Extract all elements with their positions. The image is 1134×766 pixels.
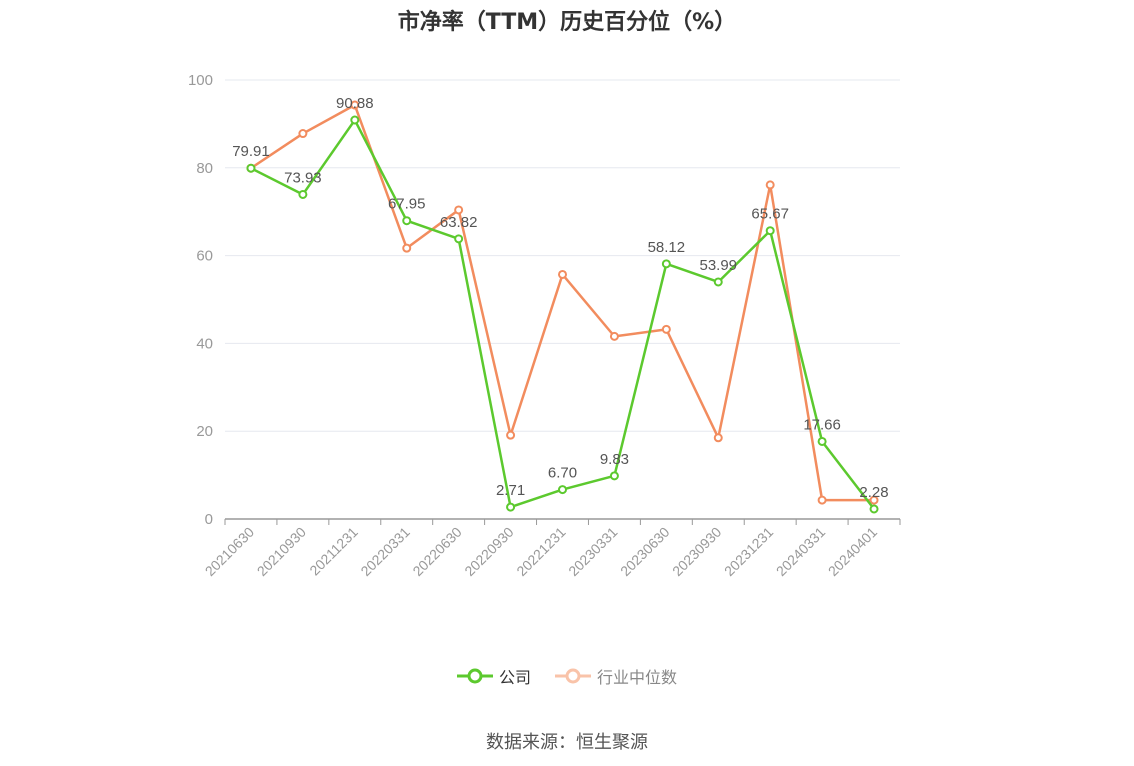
data-point bbox=[246, 163, 256, 173]
data-label: 65.67 bbox=[751, 206, 789, 223]
data-label: 63.82 bbox=[440, 214, 478, 231]
y-axis: 0 20 40 60 80 100 bbox=[188, 72, 213, 528]
data-point bbox=[817, 495, 827, 505]
data-labels: 79.91 73.93 90.88 67.95 63.82 2.71 6.70 9.83 58.… bbox=[232, 95, 888, 501]
series-line bbox=[250, 103, 875, 502]
data-label: 90.88 bbox=[336, 95, 374, 112]
data-point bbox=[661, 259, 671, 269]
y-tick-label: 20 bbox=[196, 423, 213, 440]
data-point bbox=[402, 216, 412, 226]
data-point bbox=[298, 129, 308, 139]
data-point bbox=[869, 504, 879, 514]
series-line bbox=[250, 118, 876, 510]
data-point bbox=[350, 100, 360, 110]
legend-item-industry[interactable]: 行业中位数 bbox=[555, 664, 677, 688]
data-point bbox=[558, 485, 567, 495]
data-label: 17.66 bbox=[803, 416, 841, 433]
legend-item-company[interactable]: 公司 bbox=[456, 664, 531, 688]
data-label: 9.83 bbox=[600, 451, 629, 468]
x-tick-label: 20230630 bbox=[617, 524, 673, 580]
y-tick-label: 60 bbox=[196, 248, 213, 265]
data-point bbox=[454, 205, 464, 215]
data-point bbox=[506, 502, 516, 512]
data-point bbox=[713, 433, 723, 443]
x-tick-label: 20231231 bbox=[721, 524, 777, 580]
x-axis: 2021063020210930202112312022033120220630… bbox=[202, 518, 901, 580]
data-point bbox=[869, 495, 879, 505]
data-point bbox=[454, 234, 464, 244]
source-note: 数据来源：恒生聚源 bbox=[486, 732, 648, 753]
data-point bbox=[609, 471, 619, 481]
data-point bbox=[713, 277, 723, 287]
legend: 公司 行业中位数 bbox=[0, 664, 1134, 688]
y-tick-label: 80 bbox=[196, 160, 213, 177]
data-point bbox=[817, 436, 827, 446]
y-tick-label: 100 bbox=[188, 72, 213, 89]
data-point bbox=[765, 226, 775, 236]
data-label: 73.93 bbox=[284, 169, 322, 186]
x-tick-label: 20210930 bbox=[254, 524, 310, 580]
y-tick-label: 0 bbox=[205, 511, 213, 528]
data-label: 2.28 bbox=[859, 484, 888, 501]
x-tick-label: 20230930 bbox=[669, 524, 725, 580]
legend-industry-label: 行业中位数 bbox=[597, 668, 678, 687]
chart-title: 市净率（TTM）历史百分位（%） bbox=[397, 10, 737, 35]
legend-industry-marker-icon bbox=[555, 668, 591, 684]
data-point bbox=[298, 189, 308, 199]
series-industry bbox=[246, 100, 879, 505]
data-label: 79.91 bbox=[232, 143, 270, 160]
x-tick-label: 20220930 bbox=[461, 524, 517, 580]
data-point bbox=[350, 115, 360, 125]
x-tick-label: 20240401 bbox=[825, 524, 881, 580]
x-tick-label: 20220331 bbox=[357, 524, 413, 580]
x-tick-label: 20211231 bbox=[306, 524, 361, 579]
legend-company-label: 公司 bbox=[498, 668, 531, 687]
data-label: 58.12 bbox=[648, 239, 686, 256]
series-company bbox=[246, 115, 879, 514]
x-tick-label: 20220630 bbox=[409, 524, 465, 580]
data-point bbox=[506, 430, 516, 440]
data-label: 6.70 bbox=[548, 465, 577, 482]
x-tick-label: 20210630 bbox=[202, 524, 258, 580]
x-tick-label: 20240331 bbox=[773, 524, 829, 580]
data-point bbox=[765, 180, 775, 190]
data-label: 2.71 bbox=[496, 482, 525, 499]
x-tick-label: 20230331 bbox=[565, 524, 621, 580]
data-label: 67.95 bbox=[388, 196, 426, 213]
y-tick-label: 40 bbox=[196, 335, 213, 352]
data-point bbox=[558, 269, 567, 279]
x-tick-label: 20221231 bbox=[513, 524, 569, 580]
legend-company-marker-icon bbox=[456, 668, 493, 684]
data-point bbox=[661, 324, 671, 334]
data-point bbox=[402, 243, 412, 253]
data-point bbox=[609, 331, 619, 341]
grid bbox=[225, 79, 900, 432]
data-label: 53.99 bbox=[699, 257, 737, 274]
